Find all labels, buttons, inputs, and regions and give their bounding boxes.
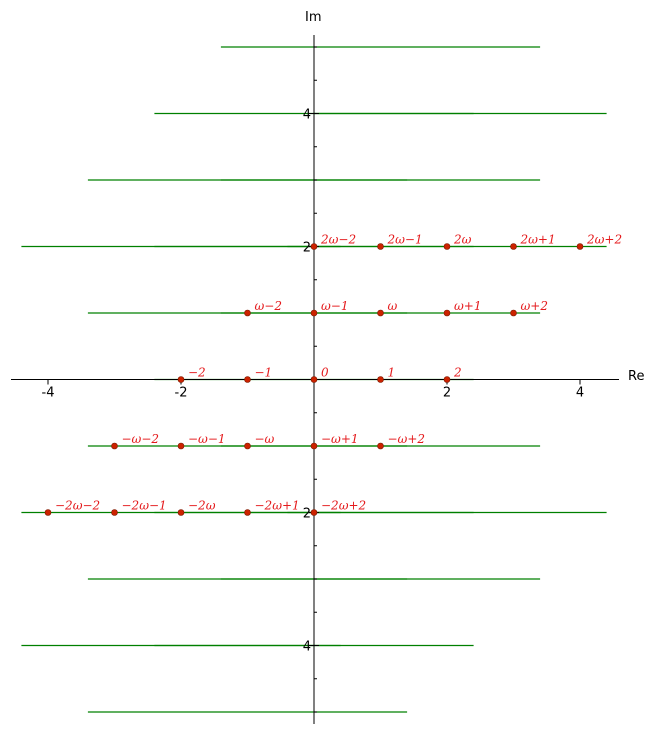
lattice-point-label: 2ω−2 [320, 233, 356, 247]
lattice-point-label: ω+1 [454, 299, 481, 313]
lattice-point-label: −2ω+1 [255, 499, 300, 513]
lattice-point [244, 309, 251, 317]
lattice-point-label: −ω [255, 432, 275, 446]
x-axis-label: Re [628, 369, 644, 384]
lattice-point-label: ω−2 [255, 299, 282, 313]
lattice-point-label: ω [388, 299, 398, 313]
x-tick-label: 4 [576, 386, 584, 401]
lattice-point-label: −ω−2 [122, 432, 160, 446]
lattice-point-label: −ω+1 [321, 432, 359, 446]
y-axis-label: Im [305, 10, 322, 25]
point-labels-layer: 2ω−2 2ω−1 2ω 2ω+1 2ω+2 ω−2 ω−1 ω ω+1 ω+2 −2 −1 0 1 2 −ω… [55, 233, 622, 513]
lattice-point-label: −2ω−1 [122, 499, 167, 513]
lattice-point [510, 243, 517, 250]
lattice-point-label: 0 [321, 366, 329, 380]
lattice-point [310, 376, 318, 383]
lattice-point [443, 309, 451, 317]
lattice-point [44, 509, 52, 516]
lattice-point [377, 243, 384, 250]
lattice-point [111, 509, 118, 516]
lattice-point-label: −ω−1 [188, 432, 226, 446]
lattice-point-label: −2ω+2 [321, 499, 366, 513]
lattice-point-label: ω−1 [321, 299, 348, 313]
x-tick-label: -2 [175, 386, 188, 401]
lattice-point [177, 442, 185, 450]
lattice-point [244, 509, 251, 516]
lattice-point-label: ω+2 [521, 299, 548, 313]
lattice-point [177, 376, 185, 383]
lattice-point [244, 442, 251, 450]
lattice-point-label: 2ω [453, 233, 472, 247]
lattice-point-label: −ω+2 [388, 432, 426, 446]
lattice-point-label: 2ω+2 [586, 233, 622, 247]
lattice-point [377, 376, 384, 383]
x-tick-label: -4 [42, 386, 55, 401]
lattice-points-layer [44, 243, 584, 516]
y-tick-label: 4 [303, 108, 311, 123]
lattice-point [377, 442, 384, 450]
y-tick-label: 2 [303, 507, 311, 522]
lattice-point [510, 309, 517, 317]
lattice-point-label: 2ω+1 [520, 233, 556, 247]
lattice-point-label: −1 [255, 366, 273, 380]
lattice-point [310, 309, 318, 317]
lattice-point [310, 442, 318, 450]
lattice-point [177, 509, 185, 516]
lattice-point [576, 243, 584, 250]
lattice-point-label: −2 [188, 366, 206, 380]
lattice-point-label: −2ω−2 [55, 499, 100, 513]
lattice-point-label: 1 [388, 366, 396, 380]
lattice-point-label: 2 [453, 366, 462, 380]
lattice-point [111, 442, 118, 450]
y-tick-label: 2 [303, 241, 311, 256]
lattice-point-label: −2ω [188, 499, 216, 513]
lattice-point-label: 2ω−1 [387, 233, 423, 247]
lattice-point [244, 376, 251, 383]
x-tick-label: 2 [443, 386, 451, 401]
y-tick-label: 4 [303, 640, 311, 655]
lattice-point [443, 243, 451, 250]
lattice-point [310, 243, 318, 250]
lattice-point [310, 509, 318, 516]
lattice-point [377, 309, 384, 317]
lattice-point [443, 376, 451, 383]
